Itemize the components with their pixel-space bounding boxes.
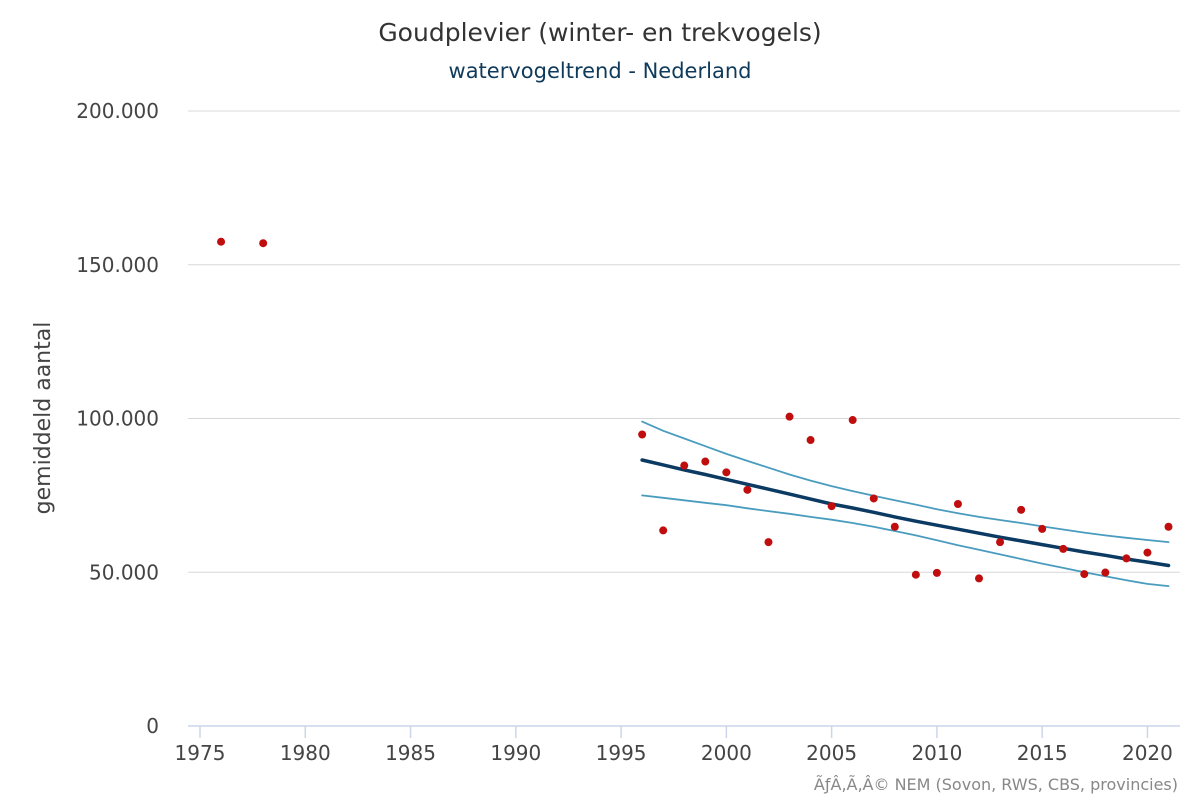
y-tick-label: 150.000 xyxy=(76,253,159,277)
data-point[interactable] xyxy=(1059,544,1068,553)
x-tick-label: 1975 xyxy=(175,741,226,765)
x-tick-label: 1990 xyxy=(490,741,541,765)
x-tick-label: 1980 xyxy=(280,741,331,765)
data-point[interactable] xyxy=(722,468,731,477)
data-point[interactable] xyxy=(259,239,268,248)
upper-bound-line xyxy=(641,420,1170,543)
x-tick-label: 1995 xyxy=(596,741,647,765)
y-tick-label: 200.000 xyxy=(76,99,159,123)
y-tick-label: 50.000 xyxy=(89,560,159,584)
data-point[interactable] xyxy=(1143,548,1152,557)
x-axis: 1975 1980 1985 1990 1995 2000 2005 2010 2015 2020 xyxy=(175,725,1180,765)
data-point[interactable] xyxy=(764,538,773,547)
data-point[interactable] xyxy=(911,570,920,579)
data-point[interactable] xyxy=(1017,505,1026,514)
data-points xyxy=(217,237,1173,583)
data-point[interactable] xyxy=(638,430,647,439)
data-point[interactable] xyxy=(953,499,962,508)
chart-title: Goudplevier (winter- en trekvogels) xyxy=(378,18,821,47)
data-point[interactable] xyxy=(806,436,815,445)
y-axis-label: gemiddeld aantal xyxy=(31,322,56,515)
data-point[interactable] xyxy=(890,522,899,531)
x-tick-label: 2015 xyxy=(1017,741,1068,765)
data-point[interactable] xyxy=(1101,568,1110,577)
x-tick-label: 2010 xyxy=(911,741,962,765)
data-point[interactable] xyxy=(1122,554,1131,563)
y-tick-label: 0 xyxy=(146,714,159,738)
data-point[interactable] xyxy=(996,538,1005,547)
x-tick-label: 2020 xyxy=(1122,741,1173,765)
data-point[interactable] xyxy=(1164,522,1173,531)
data-point[interactable] xyxy=(932,568,941,577)
y-axis-ticks: 0 50.000 100.000 150.000 200.000 xyxy=(76,99,159,738)
y-tick-label: 100.000 xyxy=(76,407,159,431)
data-point[interactable] xyxy=(743,485,752,494)
data-point[interactable] xyxy=(827,502,836,511)
data-point[interactable] xyxy=(848,416,857,425)
confidence-band xyxy=(641,420,1170,587)
data-point[interactable] xyxy=(701,457,710,466)
data-point[interactable] xyxy=(217,237,226,246)
chart-subtitle: watervogeltrend - Nederland xyxy=(449,59,752,83)
x-tick-label: 2000 xyxy=(701,741,752,765)
x-tick-label: 2005 xyxy=(806,741,857,765)
trend-line-path xyxy=(640,458,1171,568)
grid-lines xyxy=(188,110,1180,573)
chart-credit: ÃƒÂ‚Ã‚Â© NEM (Sovon, RWS, CBS, provincie… xyxy=(814,775,1178,794)
data-point[interactable] xyxy=(869,494,878,503)
data-point[interactable] xyxy=(975,574,984,583)
data-point[interactable] xyxy=(1080,570,1089,579)
data-point[interactable] xyxy=(785,412,794,421)
lower-bound-line xyxy=(641,494,1170,587)
data-point[interactable] xyxy=(659,526,668,535)
data-point[interactable] xyxy=(1038,524,1047,533)
x-tick-label: 1985 xyxy=(385,741,436,765)
data-point[interactable] xyxy=(680,461,689,470)
trend-line xyxy=(640,458,1171,568)
